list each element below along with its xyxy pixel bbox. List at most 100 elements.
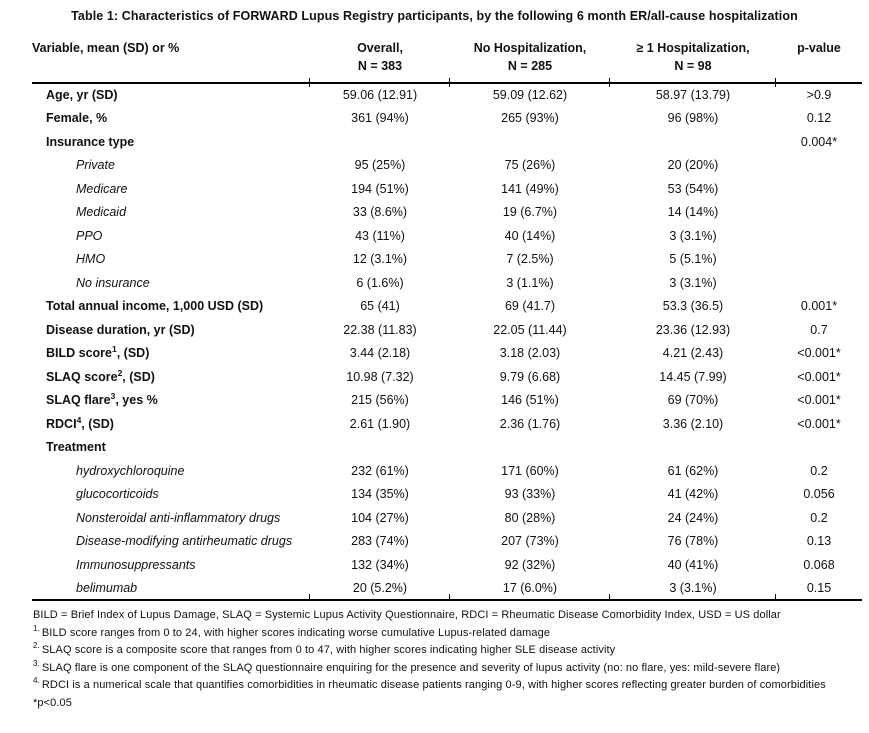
row-label: Disease duration, yr (SD) xyxy=(46,322,195,337)
row-label: Age, yr (SD) xyxy=(46,88,118,103)
hospitalization-value: 53.3 (36.5) xyxy=(662,299,724,314)
table-row: Medicaid 33 (8.6%) 19 (6.7%) 14 (14%) xyxy=(32,201,862,225)
table-row: Disease duration, yr (SD) 22.38 (11.83) 22… xyxy=(32,318,862,342)
no-hospitalization-value: 80 (28%) xyxy=(504,510,556,525)
footnotes-block: BILD = Brief Index of Lupus Damage, SLAQ… xyxy=(33,607,861,712)
table-row: RDCI4, (SD) 2.61 (1.90) 2.36 (1.76) 3.36 (2… xyxy=(32,412,862,436)
table-row: Insurance type 0.004* xyxy=(32,130,862,154)
hospitalization-value: 3 (3.1%) xyxy=(669,228,717,243)
table-row: SLAQ flare3, yes % 215 (56%) 146 (51%) 69 (… xyxy=(32,389,862,413)
table-row: Total annual income, 1,000 USD (SD) 65 (4… xyxy=(32,295,862,319)
hospitalization-value xyxy=(610,130,776,154)
table-body: Age, yr (SD) 59.06 (12.91) 59.09 (12.62) 58… xyxy=(32,83,862,601)
hospitalization-value: 40 (41%) xyxy=(667,557,719,572)
hospitalization-value: 61 (62%) xyxy=(667,463,719,478)
footnote-marker: 4. xyxy=(33,676,40,686)
col-header-overall-n: N = 383 xyxy=(357,59,403,73)
table-row: Age, yr (SD) 59.06 (12.91) 59.09 (12.62) 58… xyxy=(32,83,862,107)
row-label: SLAQ flare3, yes % xyxy=(46,391,158,408)
no-hospitalization-value: 3 (1.1%) xyxy=(506,275,554,290)
hospitalization-value: 3.36 (2.10) xyxy=(662,416,724,431)
table-row: belimumab 20 (5.2%) 17 (6.0%) 3 (3.1%) 0.15 xyxy=(32,576,862,601)
footnote-marker: 1. xyxy=(33,623,40,633)
p-value xyxy=(776,154,862,178)
no-hospitalization-value: 207 (73%) xyxy=(501,534,559,549)
p-value: 0.15 xyxy=(776,576,862,601)
overall-value xyxy=(310,436,450,460)
hospitalization-value: 3 (3.1%) xyxy=(610,576,776,601)
p-value xyxy=(776,271,862,295)
footnote-line: 1. BILD score ranges from 0 to 24, with h… xyxy=(33,623,861,643)
hospitalization-value: 24 (24%) xyxy=(667,510,719,525)
hospitalization-value: 41 (42%) xyxy=(667,487,719,502)
footnote-line: *p<0.05 xyxy=(33,695,861,713)
col-header-hospitalization-label: ≥ 1 Hospitalization, xyxy=(636,41,750,55)
table-row: hydroxychloroquine 232 (61%) 171 (60%) 61 (… xyxy=(32,459,862,483)
table-row: SLAQ score2, (SD) 10.98 (7.32) 9.79 (6.68)… xyxy=(32,365,862,389)
p-value: 0.2 xyxy=(810,463,828,478)
overall-value: 10.98 (7.32) xyxy=(346,369,414,384)
hospitalization-value: 96 (98%) xyxy=(667,111,719,126)
p-value: 0.056 xyxy=(803,487,835,502)
no-hospitalization-value: 92 (32%) xyxy=(504,557,556,572)
overall-value: 22.38 (11.83) xyxy=(343,322,417,337)
no-hospitalization-value: 7 (2.5%) xyxy=(506,252,554,267)
p-value: <0.001* xyxy=(797,346,841,361)
p-value: 0.001* xyxy=(800,299,838,314)
overall-value: 104 (27%) xyxy=(351,510,409,525)
p-value: 0.7 xyxy=(810,322,828,337)
col-header-hospitalization-n: N = 98 xyxy=(674,59,712,73)
table-row: Female, % 361 (94%) 265 (93%) 96 (98%) 0.12 xyxy=(32,107,862,131)
overall-value: 2.61 (1.90) xyxy=(349,416,411,431)
overall-value xyxy=(310,130,450,154)
footnote-text: *p<0.05 xyxy=(33,696,72,709)
p-value: <0.001* xyxy=(797,416,841,431)
overall-value: 59.06 (12.91) xyxy=(342,88,418,103)
table-row: Immunosuppressants 132 (34%) 92 (32%) 40 (4… xyxy=(32,553,862,577)
col-header-pvalue-label: p-value xyxy=(797,41,841,55)
hospitalization-value: 20 (20%) xyxy=(667,158,719,173)
row-label: Medicare xyxy=(76,181,128,196)
table-row: BILD score1, (SD) 3.44 (2.18) 3.18 (2.03) 4… xyxy=(32,342,862,366)
no-hospitalization-value: 59.09 (12.62) xyxy=(492,88,568,103)
no-hospitalization-value: 22.05 (11.44) xyxy=(493,322,567,337)
col-header-hospitalization: ≥ 1 Hospitalization, N = 98 xyxy=(610,37,776,87)
no-hospitalization-value: 265 (93%) xyxy=(501,111,559,126)
hospitalization-value: 14 (14%) xyxy=(667,205,719,220)
overall-value: 215 (56%) xyxy=(351,393,409,408)
p-value xyxy=(776,201,862,225)
overall-value: 232 (61%) xyxy=(351,463,409,478)
overall-value: 12 (3.1%) xyxy=(352,252,408,267)
row-label: PPO xyxy=(76,228,103,243)
hospitalization-value: 23.36 (12.93) xyxy=(655,322,731,337)
footnote-reference: 3 xyxy=(110,391,116,402)
col-header-no-hospitalization: No Hospitalization, N = 285 xyxy=(450,37,610,87)
p-value: 0.068 xyxy=(803,557,835,572)
header-row: Variable, mean (SD) or % Overall, N = 38… xyxy=(32,37,862,87)
no-hospitalization-value xyxy=(450,436,610,460)
footnote-line: 3. SLAQ flare is one component of the SLA… xyxy=(33,659,861,678)
overall-value: 3.44 (2.18) xyxy=(349,346,411,361)
no-hospitalization-value: 171 (60%) xyxy=(501,463,559,478)
table-row: Nonsteroidal anti-inflammatory drugs 104 … xyxy=(32,506,862,530)
col-header-no-hospitalization-n: N = 285 xyxy=(507,59,553,73)
overall-value: 65 (41) xyxy=(360,299,400,314)
row-label: Insurance type xyxy=(46,134,135,149)
row-label: SLAQ score2, (SD) xyxy=(46,367,155,384)
footnote-text: SLAQ score is a composite score that ran… xyxy=(41,644,616,656)
overall-value: 20 (5.2%) xyxy=(310,576,450,601)
p-value xyxy=(776,177,862,201)
footnote-text: BILD score ranges from 0 to 24, with hig… xyxy=(41,626,551,639)
p-value: 0.004* xyxy=(800,134,838,149)
row-label: Medicaid xyxy=(76,205,127,220)
overall-value: 95 (25%) xyxy=(354,158,406,173)
table-row: Private 95 (25%) 75 (26%) 20 (20%) xyxy=(32,154,862,178)
overall-value: 43 (11%) xyxy=(355,228,405,243)
col-header-overall: Overall, N = 383 xyxy=(310,37,450,87)
characteristics-table: Variable, mean (SD) or % Overall, N = 38… xyxy=(32,37,862,601)
row-label: hydroxychloroquine xyxy=(76,463,185,478)
footnote-line: 4. RDCI is a numerical scale that quantif… xyxy=(33,677,861,695)
row-label: No insurance xyxy=(76,275,150,290)
no-hospitalization-value: 141 (49%) xyxy=(501,181,559,196)
